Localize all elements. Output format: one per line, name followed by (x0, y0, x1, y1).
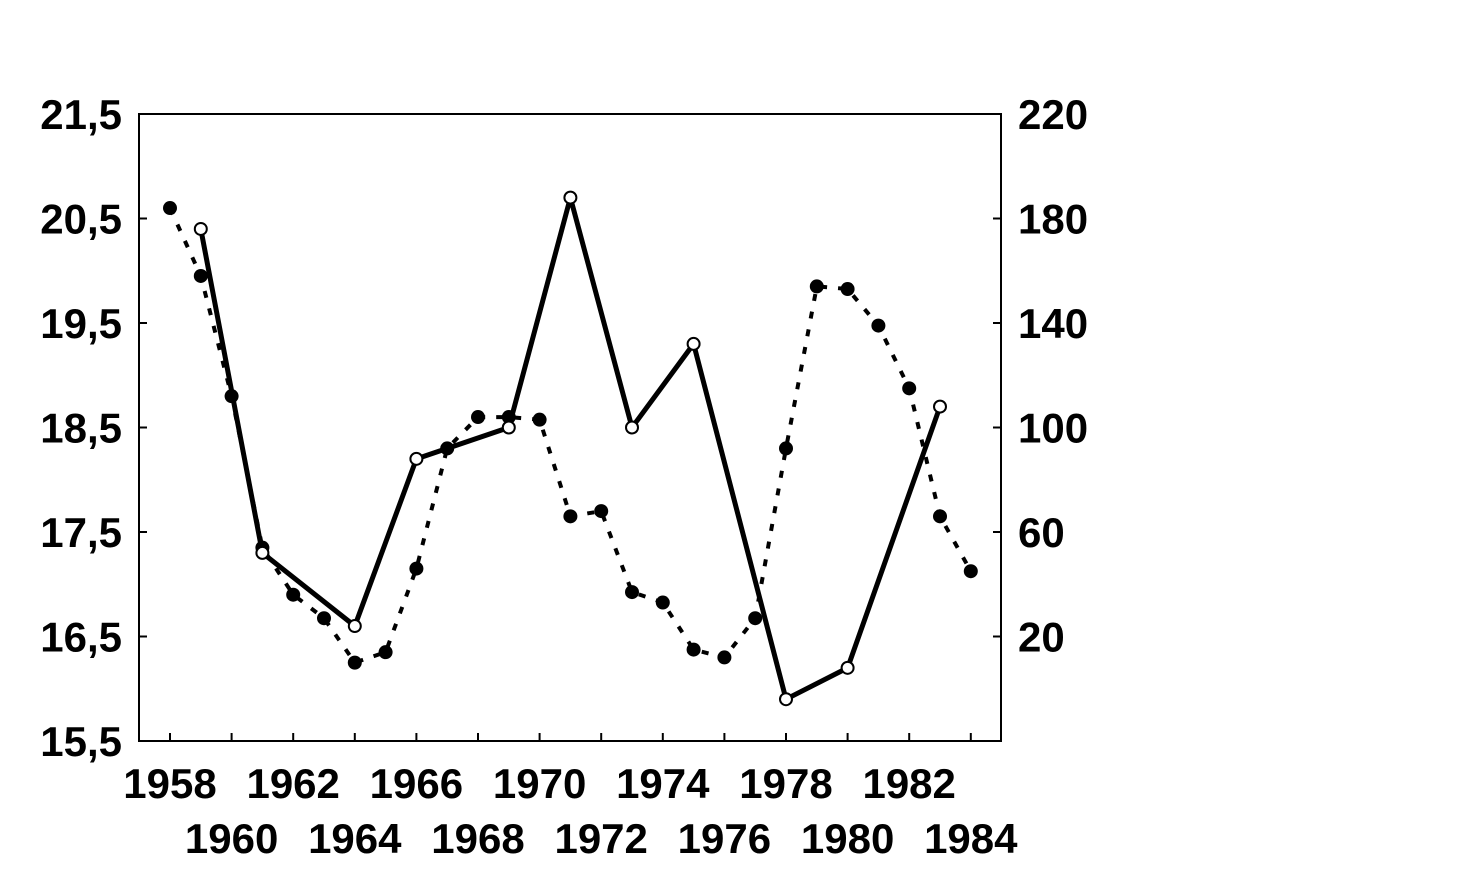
y-right-tick-label: 100 (1018, 405, 1088, 452)
data-point-filled (963, 564, 978, 579)
series-solid (193, 190, 947, 707)
x-tick-label: 1968 (431, 815, 524, 862)
data-point-open (625, 420, 639, 435)
data-point-filled (840, 282, 855, 297)
x-tick-label: 1978 (739, 760, 832, 807)
data-point-open (255, 545, 270, 560)
x-tick-label: 1970 (493, 760, 586, 807)
axis-ticks (139, 113, 1001, 742)
x-tick-label: 1964 (308, 815, 402, 862)
y-left-tick-label: 18,5 (40, 405, 122, 452)
y-right-tick-label: 140 (1018, 300, 1088, 347)
data-point-filled (717, 650, 732, 665)
data-point-open (501, 420, 516, 435)
y-left-tick-label: 16,5 (40, 614, 122, 661)
data-point-filled (378, 645, 393, 660)
y-left-tick-label: 21,5 (40, 91, 122, 138)
y-left-tick-label: 15,5 (40, 718, 122, 765)
data-point-open (193, 221, 208, 236)
y-right-tick-label: 220 (1018, 91, 1088, 138)
data-point-filled (193, 268, 208, 283)
data-point-filled (347, 655, 362, 670)
x-tick-label: 1984 (924, 815, 1018, 862)
data-point-filled (809, 279, 824, 294)
x-tick-label: 1976 (678, 815, 771, 862)
data-point-filled (163, 201, 177, 216)
data-point-filled (471, 410, 485, 425)
data-point-filled (286, 587, 301, 602)
x-tick-label: 1960 (185, 815, 278, 862)
x-tick-label: 1972 (554, 815, 647, 862)
data-point-open (563, 190, 578, 205)
data-point-filled (933, 509, 947, 524)
data-point-filled (686, 642, 701, 657)
data-point-open (933, 399, 947, 414)
x-tick-label: 1982 (862, 760, 955, 807)
data-point-open (840, 660, 855, 675)
x-tick-label: 1974 (616, 760, 710, 807)
data-point-filled (655, 595, 670, 610)
data-point-open (409, 451, 424, 466)
data-point-filled (317, 611, 331, 626)
data-point-filled (779, 441, 793, 456)
data-point-filled (532, 412, 547, 427)
y-left-tick-label: 19,5 (40, 300, 122, 347)
series-solid-line (198, 195, 943, 702)
data-point-open (347, 619, 362, 634)
data-point-filled (563, 509, 578, 524)
y-right-tick-label: 20 (1018, 614, 1065, 661)
x-tick-label: 1958 (123, 760, 216, 807)
axis-tick-labels: 21,5 20,5 19,5 18,5 17,5 16,5 15,5 220 180 140 100… (40, 91, 1088, 862)
y-left-tick-label: 20,5 (40, 196, 122, 243)
data-point-open (686, 336, 701, 351)
data-point-open (779, 692, 793, 707)
y-right-tick-label: 60 (1018, 509, 1065, 556)
data-point-filled (748, 611, 763, 626)
y-left-tick-label: 17,5 (40, 509, 122, 556)
x-tick-label: 1962 (246, 760, 339, 807)
y-right-tick-label: 180 (1018, 196, 1088, 243)
x-tick-label: 1980 (801, 815, 894, 862)
series-dotted (163, 201, 978, 670)
data-point-filled (902, 381, 917, 396)
data-point-filled (625, 585, 639, 600)
data-point-filled (594, 504, 609, 519)
data-point-filled (871, 318, 886, 333)
data-point-filled (409, 561, 424, 576)
x-tick-label: 1966 (370, 760, 463, 807)
